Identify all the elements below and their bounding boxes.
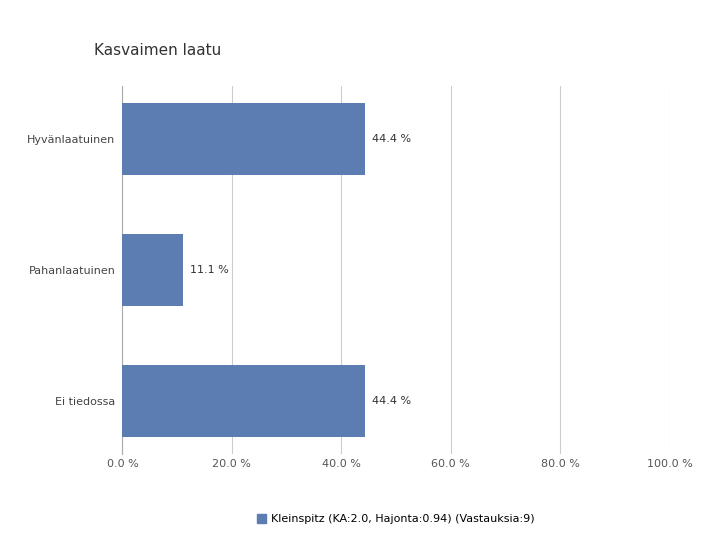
Text: 44.4 %: 44.4 %	[372, 396, 411, 406]
Bar	[122, 234, 183, 306]
Bar	[122, 365, 365, 437]
Bar	[122, 103, 365, 175]
Text: Kasvaimen laatu: Kasvaimen laatu	[94, 43, 221, 58]
Text: 11.1 %: 11.1 %	[189, 265, 228, 275]
Legend: Kleinspitz (KA:2.0, Hajonta:0.94) (Vastauksia:9): Kleinspitz (KA:2.0, Hajonta:0.94) (Vasta…	[253, 510, 539, 529]
Text: 44.4 %: 44.4 %	[372, 134, 411, 144]
